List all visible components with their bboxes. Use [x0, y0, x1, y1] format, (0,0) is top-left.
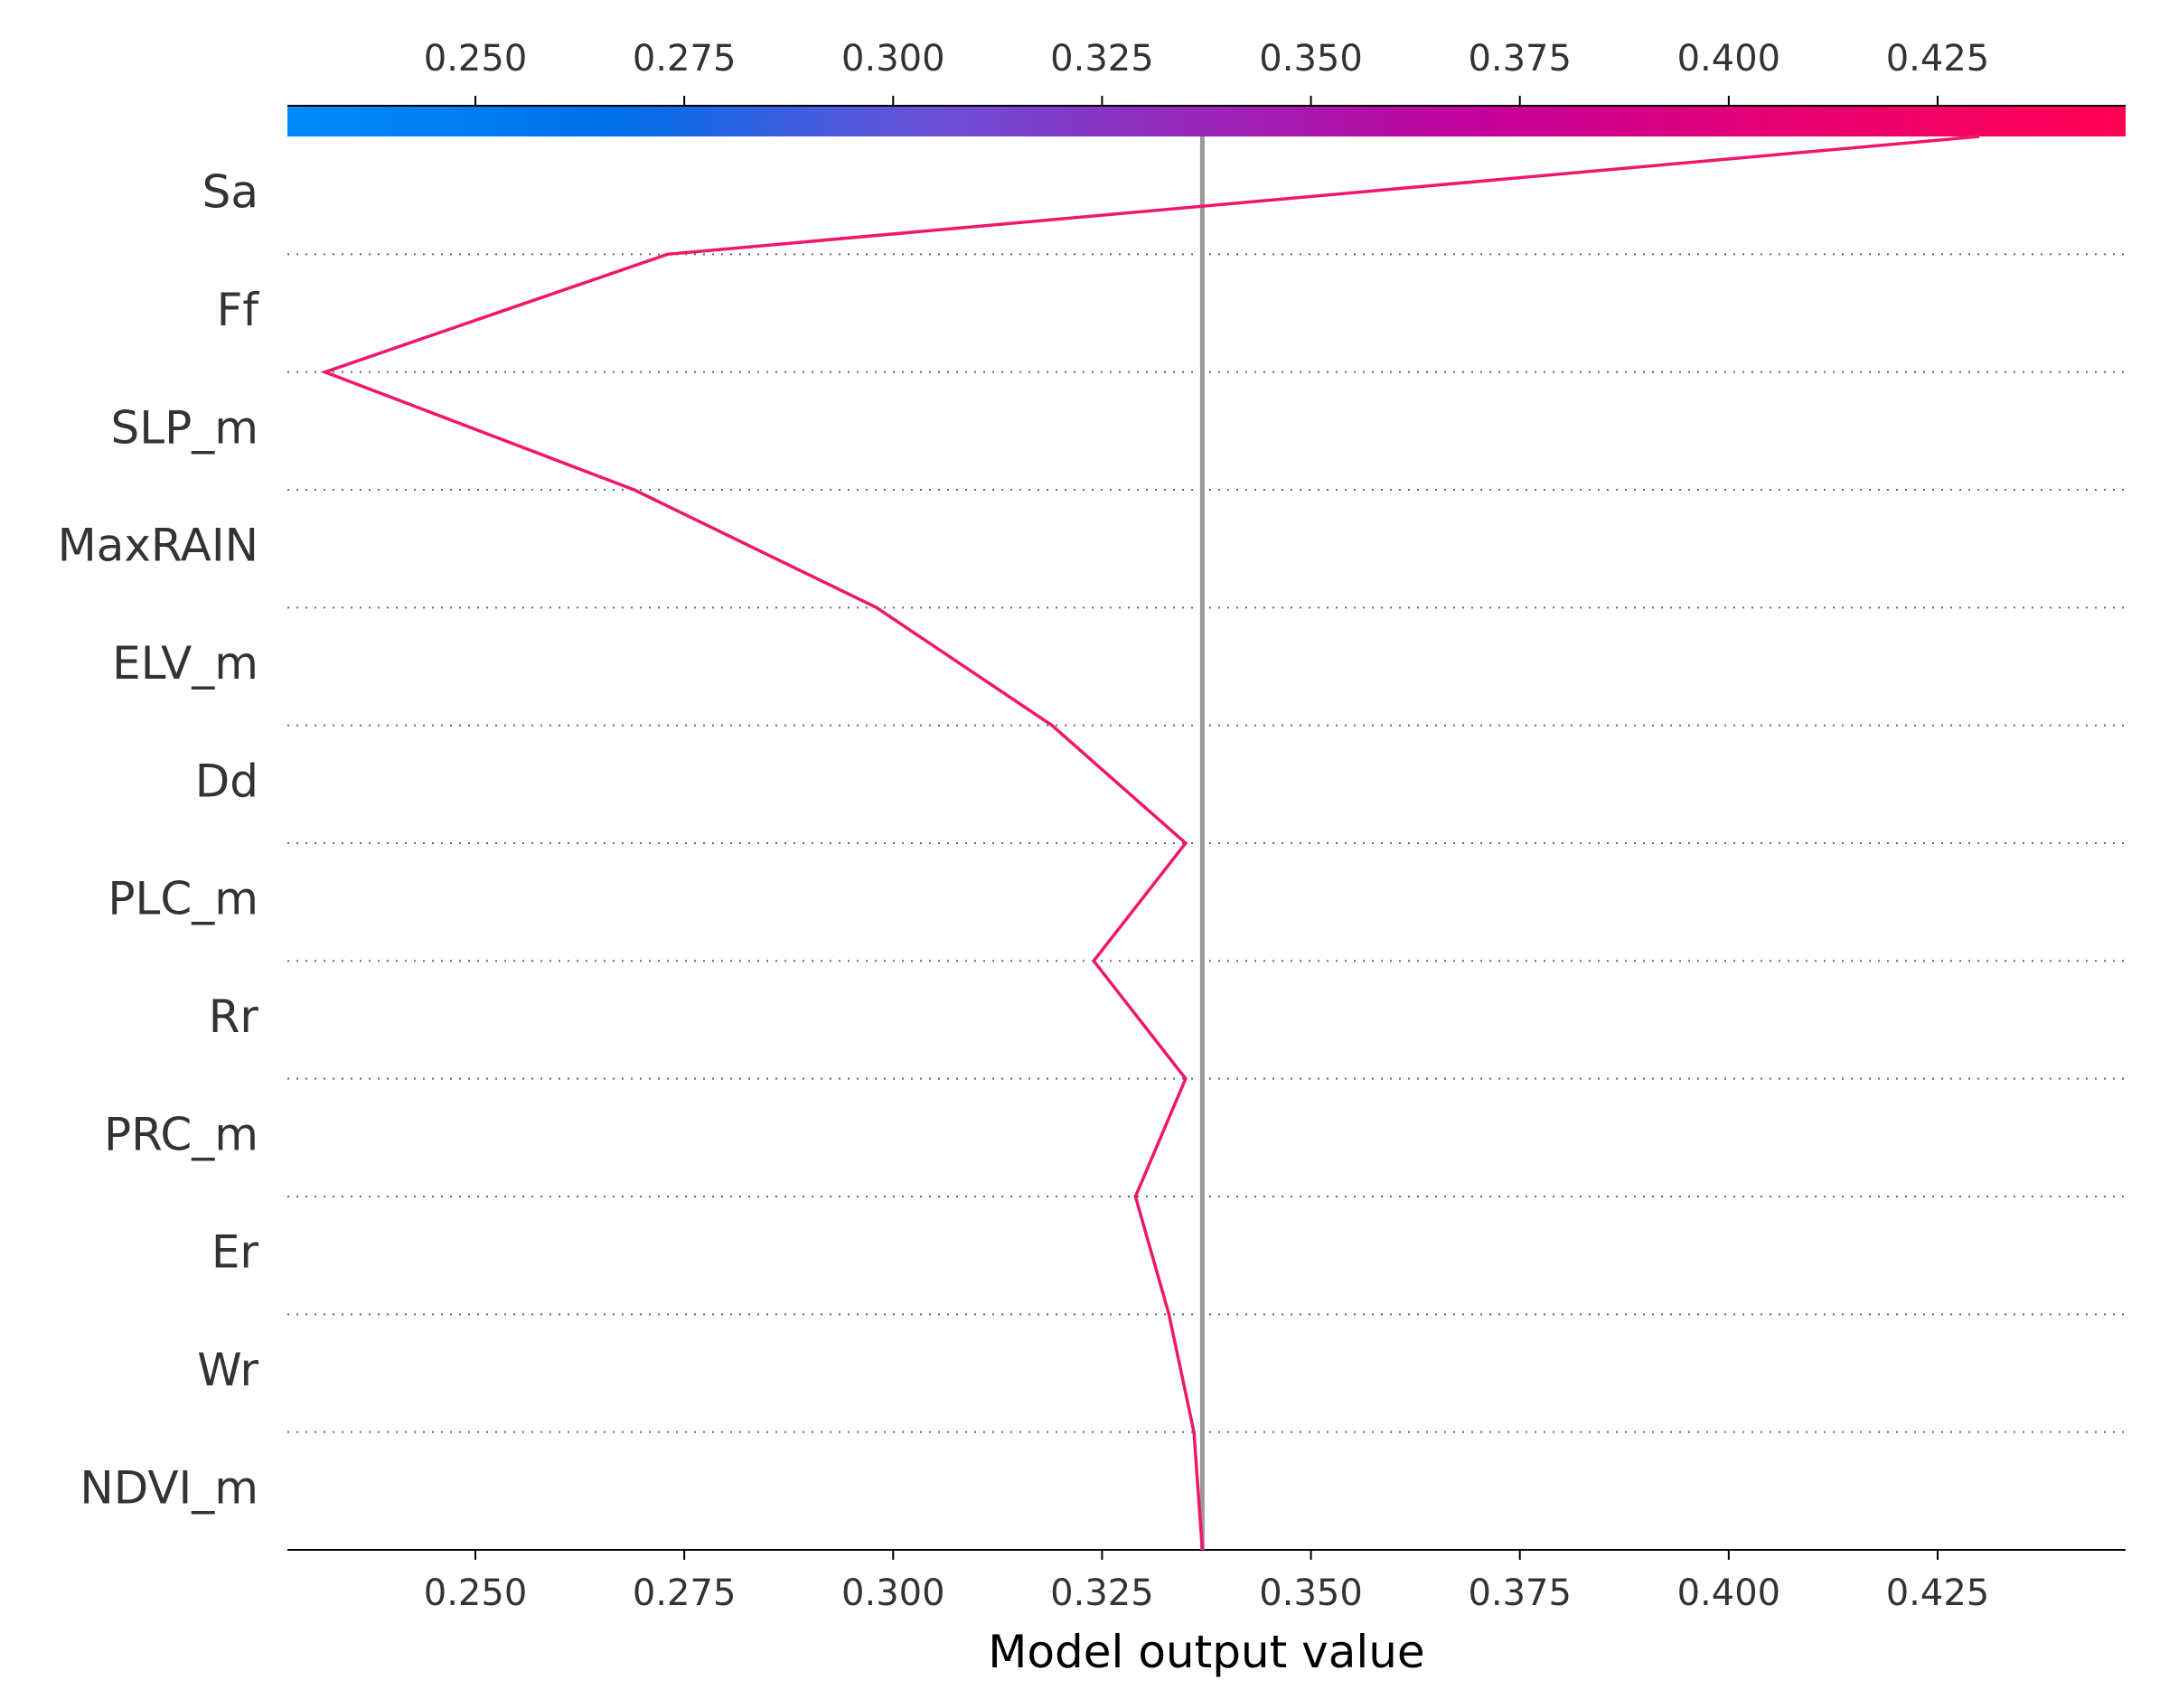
top-tick-label: 0.375: [1468, 38, 1572, 80]
bottom-tick-label: 0.350: [1259, 1572, 1363, 1614]
bottom-tick-label: 0.400: [1677, 1572, 1781, 1614]
feature-label: ELV_m: [112, 637, 258, 690]
x-axis-ticks: 0.250 0.250 0.275 0.275 0.300 0.300 0.325 0.325…: [424, 38, 1989, 1614]
x-axis-title: Model output value: [988, 1626, 1424, 1678]
bottom-tick-label: 0.300: [841, 1572, 945, 1614]
top-tick-label: 0.325: [1050, 38, 1154, 80]
feature-label: Er: [211, 1226, 259, 1279]
feature-label: Rr: [209, 990, 259, 1043]
top-tick-label: 0.350: [1259, 38, 1363, 80]
bottom-tick-label: 0.325: [1050, 1572, 1154, 1614]
bottom-tick-label: 0.250: [424, 1572, 528, 1614]
feature-label: MaxRAIN: [58, 520, 258, 572]
decision-line: [320, 135, 1980, 1551]
top-tick-label: 0.425: [1886, 38, 1990, 80]
feature-label: NDVI_m: [80, 1461, 258, 1514]
feature-label: Ff: [217, 284, 260, 336]
feature-label: SLP_m: [111, 401, 258, 454]
bottom-tick-label: 0.425: [1886, 1572, 1990, 1614]
top-tick-label: 0.250: [424, 38, 528, 80]
feature-label: Sa: [202, 166, 258, 219]
top-tick-label: 0.400: [1677, 38, 1781, 80]
bottom-tick-label: 0.375: [1468, 1572, 1572, 1614]
colorbar: [287, 106, 2126, 136]
bottom-tick-label: 0.275: [633, 1572, 737, 1614]
feature-label: PRC_m: [104, 1108, 258, 1160]
feature-label: Wr: [197, 1344, 258, 1396]
feature-gridlines: [287, 253, 2126, 1433]
feature-labels: Sa Ff SLP_m MaxRAIN ELV_m Dd PLC_m Rr PRC_m Er Wr N…: [58, 166, 260, 1515]
top-tick-label: 0.275: [633, 38, 737, 80]
feature-label: PLC_m: [108, 873, 258, 925]
top-tick-label: 0.300: [841, 38, 945, 80]
feature-label: Dd: [195, 755, 258, 807]
